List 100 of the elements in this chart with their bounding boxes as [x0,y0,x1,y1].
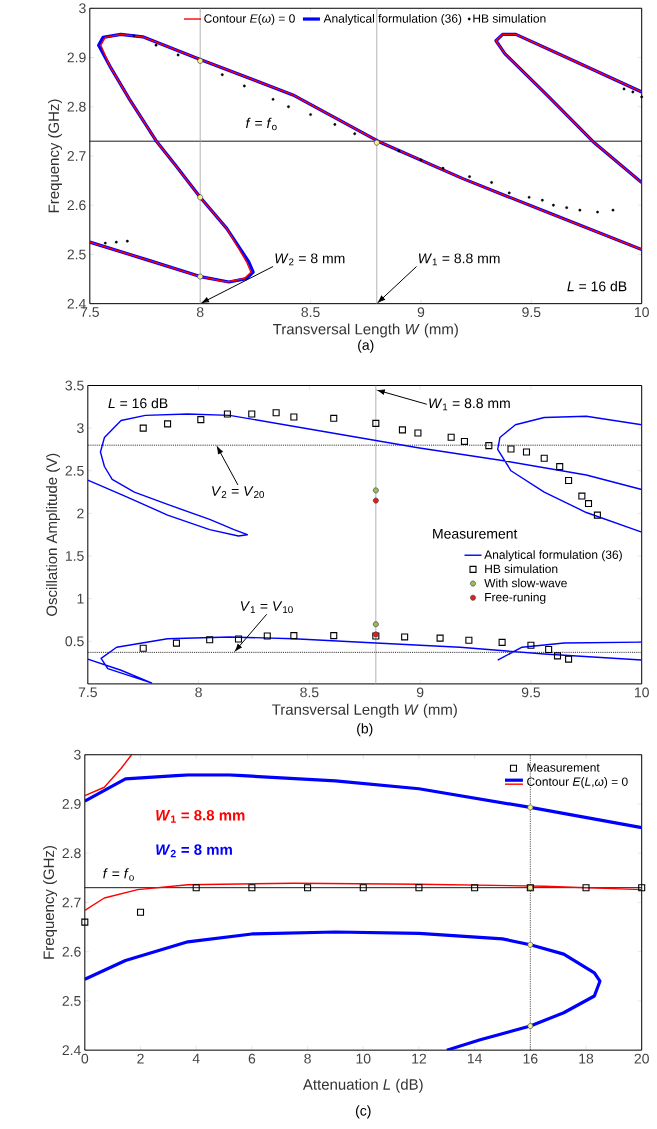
point [527,804,534,811]
point [176,53,180,57]
point [415,884,423,892]
point [304,884,312,892]
point [441,166,445,170]
point [290,632,298,640]
point [594,511,602,519]
point [507,445,515,453]
annotation: Measurement [433,528,518,539]
point [471,884,479,892]
y-axis-title: Frequency (GHz) [43,846,58,959]
point [164,420,172,428]
point [638,884,646,892]
point [126,239,129,243]
point [527,1023,534,1029]
x-tick-label: 4 [192,1053,200,1064]
ref-line-label: V$_{2}$ = V$_{20}$ [212,486,265,498]
legend-label: Analytical formulation (36) [323,13,462,26]
y-tick-label: 2.9 [62,799,81,809]
y-tick-label: 2 [77,508,84,519]
x-tick-label: 8 [197,307,204,318]
text: (b) [357,723,373,737]
point [197,58,204,64]
legend-label: Analytical formulation (36) [484,550,623,562]
point [436,634,444,642]
point [248,884,256,892]
point [197,273,204,280]
point [640,95,644,99]
point [372,419,380,427]
point [272,409,280,417]
point [221,73,224,77]
x-tick-label: 6 [248,1053,256,1064]
legend-label: Free-runing [485,592,546,604]
x-tick-label: 9 [417,307,425,318]
point [235,635,243,643]
legend-label: Contour E(ω) = 0 [204,13,296,26]
y-tick-label: 2.4 [67,298,87,309]
x-tick-label: 10 [356,1053,371,1064]
x-tick-label: 12 [412,1053,427,1064]
x-tick-label: 10 [635,307,650,318]
x-tick-label: 20 [634,1053,650,1064]
point [330,414,338,422]
point [585,500,593,508]
point [565,655,573,663]
x-tick-label: 8 [304,1053,312,1064]
point [192,884,200,892]
x-tick-label: 8 [195,687,203,698]
y-tick-label: 0.5 [65,636,84,647]
point [359,884,367,892]
ref-line-label: W$_{1}$ = 8.8 mm [419,253,500,266]
point [287,105,291,109]
x-tick-label: 8.5 [301,307,320,318]
point [461,437,469,445]
point [139,424,147,432]
x-axis-title: Transversal Length W (mm) [273,323,459,338]
point [271,97,275,101]
point [173,639,181,647]
point [197,194,204,201]
point [137,908,145,916]
point [468,175,472,179]
point [631,90,635,94]
y-tick-label: 2.6 [62,946,81,957]
point [248,410,256,418]
point [465,636,473,644]
y-axis-title: Frequency (GHz) [48,99,63,213]
y-tick-label: 3 [74,749,81,760]
x-tick-label: 7.5 [81,307,100,317]
y-tick-label: 3 [77,423,84,434]
text: (c) [356,1105,371,1119]
point [373,487,379,494]
text: W$_{2}$ = 8 mm [156,844,233,858]
x-tick-label: 9.5 [522,687,541,698]
point [397,149,401,153]
y-tick-label: 2.5 [65,465,84,476]
point [104,241,107,245]
x-tick-label: 9.5 [522,307,541,318]
y-tick-label: 2.5 [62,995,81,1006]
y-tick-label: 2.4 [62,1045,82,1056]
x-axis-title: Attenuation L (dB) [303,1078,423,1093]
point [290,413,298,421]
x-tick-label: 10 [635,687,650,698]
y-axis-title: Oscillation Amplitude (V) [46,453,61,616]
legend-label: Measurement [527,763,600,772]
point [498,638,506,646]
x-tick-label: 16 [523,1053,538,1064]
ref-line-label: f = f$_{o}$ [246,117,277,131]
y-tick-label: 2.7 [67,151,86,161]
point [263,632,271,640]
point [565,206,569,210]
point [508,191,511,195]
y-tick-label: 2.8 [62,848,81,859]
y-tick-label: 2.5 [67,249,86,260]
point [139,644,147,652]
point [527,941,534,948]
point [552,203,555,207]
ref-line-label: W$_{2}$ = 8 mm [275,253,345,266]
ref-line-label: W$_{1}$ = 8.8 mm [429,398,510,411]
point [309,113,313,117]
y-tick-label: 3.5 [65,380,84,391]
point [197,416,205,424]
